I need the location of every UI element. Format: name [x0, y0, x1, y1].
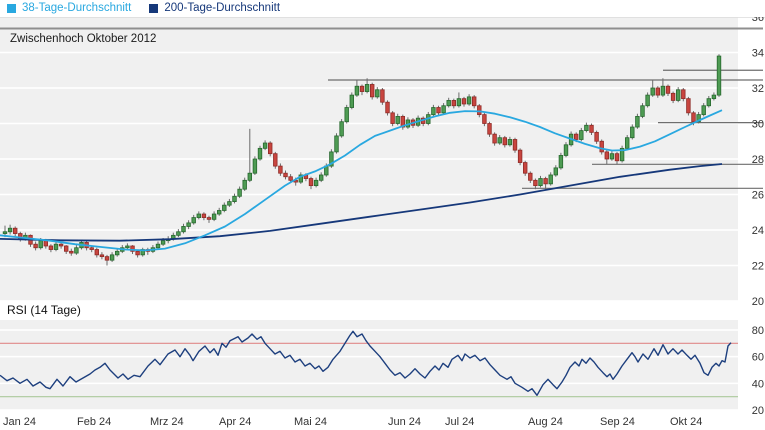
level-lines	[0, 27, 763, 189]
legend-swatch-ma38-icon	[7, 4, 16, 13]
rsi-line	[0, 330, 732, 396]
month-tick-label: Aug 24	[528, 416, 563, 428]
month-axis-labels: Jan 24 Feb 24 Mrz 24 Apr 24 Mai 24 Jun 24 Jul …	[3, 416, 702, 428]
rsi-axis-labels: 80 60 40 20	[752, 325, 764, 417]
price-tick-label: 32	[752, 83, 764, 95]
rsi-gridlines	[0, 329, 738, 411]
legend-item-ma38: 38-Tage-Durchschnitt	[7, 2, 132, 14]
rsi-tick-label: 60	[752, 352, 764, 364]
month-tick-label: Mai 24	[294, 416, 327, 428]
month-tick-label: Jun 24	[388, 416, 421, 428]
chart-legend: 38-Tage-Durchschnitt 200-Tage-Durchschni…	[0, 0, 765, 17]
month-tick-label: Mrz 24	[150, 416, 184, 428]
rsi-plot-background	[0, 320, 738, 410]
month-tick-label: Okt 24	[670, 416, 702, 428]
rsi-tick-label: 40	[752, 378, 764, 390]
price-tick-label: 22	[752, 261, 764, 273]
rsi-tick-label: 80	[752, 325, 764, 337]
rsi-tick-label: 20	[752, 405, 764, 417]
rsi-title: RSI (14 Tage)	[7, 303, 81, 317]
price-tick-label: 28	[752, 154, 764, 166]
month-tick-label: Feb 24	[77, 416, 111, 428]
candles-layer	[2, 54, 722, 266]
price-tick-label: 20	[752, 296, 764, 308]
legend-label-ma38: 38-Tage-Durchschnitt	[22, 2, 132, 14]
legend-swatch-ma200-icon	[149, 4, 159, 13]
month-tick-label: Sep 24	[600, 416, 635, 428]
plot-backgrounds	[0, 17, 738, 410]
month-tick-label: Jan 24	[3, 416, 36, 428]
price-tick-label: 30	[752, 119, 764, 131]
ma200-line	[0, 163, 723, 242]
month-tick-label: Jul 24	[445, 416, 474, 428]
price-tick-label: 34	[752, 48, 764, 60]
price-tick-label: 26	[752, 190, 764, 202]
month-tick-label: Apr 24	[219, 416, 251, 428]
price-tick-label: 24	[752, 225, 764, 237]
ma38-line	[0, 109, 723, 252]
annotation-text: Zwischenhoch Oktober 2012	[10, 33, 156, 45]
legend-item-ma200: 200-Tage-Durchschnitt	[149, 2, 281, 14]
legend-label-ma200: 200-Tage-Durchschnitt	[164, 2, 281, 14]
